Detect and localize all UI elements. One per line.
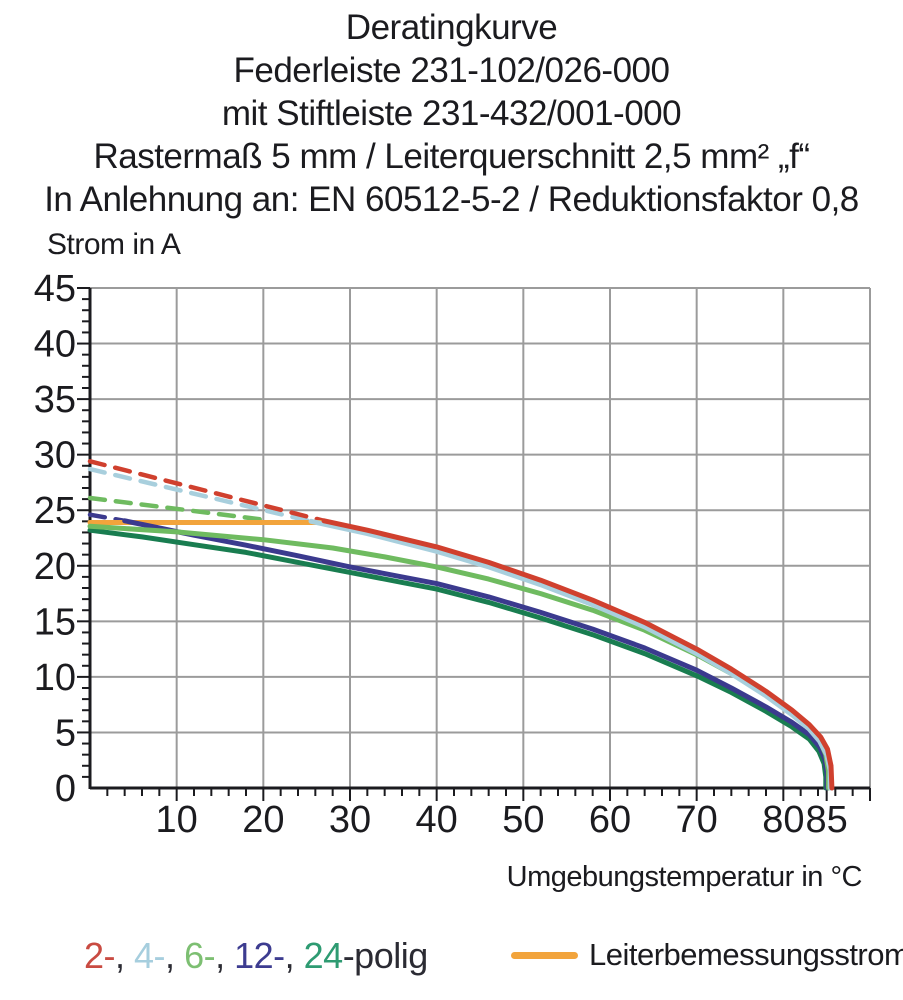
solid-curves [87,518,835,791]
svg-text:85: 85 [806,799,848,841]
dashed-curves [87,459,327,524]
svg-text:40: 40 [416,799,458,841]
svg-text:70: 70 [676,799,718,841]
svg-text:20: 20 [34,546,76,588]
svg-text:45: 45 [34,268,76,310]
chart-title-block: Deratingkurve Federleiste 231-102/026-00… [0,6,903,221]
title-line-5: In Anlehnung an: EN 60512-5-2 / Reduktio… [44,180,859,219]
curve-24-polig [87,527,829,791]
curve-2-polig [321,518,835,791]
legend-pole-segment: -polig [342,935,429,976]
title-line-4: Rastermaß 5 mm / Leiterquerschnitt 2,5 m… [93,137,810,176]
svg-text:50: 50 [502,799,544,841]
y-axis-title: Strom in A [47,228,181,261]
svg-text:10: 10 [34,657,76,699]
legend-pole-segment: 6- [184,935,216,976]
legend-pole-segment: , [215,935,235,976]
svg-text:25: 25 [34,490,76,532]
svg-text:60: 60 [589,799,631,841]
curve-dashed-4-polig [87,466,314,524]
x-axis-title: Umgebungstemperatur in °C [506,861,863,893]
rated-current-swatch [511,952,578,959]
curve-4-polig [308,518,833,791]
x-tick-labels: 10 20 30 40 50 60 70 80 85 [156,799,848,841]
curve-dashed-2-polig [87,459,327,524]
curve-dashed-6-polig [87,495,266,522]
rated-current-label: Leiterbemessungsstrom [589,937,903,972]
axes [88,288,870,790]
curve-12-polig [122,518,830,791]
legend-pole-segment: 12- [234,935,285,976]
legend-pole-segment: 2- [84,935,116,976]
title-line-3: mit Stiftleiste 231-432/001-000 [221,94,682,133]
svg-text:30: 30 [329,799,371,841]
pole-legend: 2-, 4-, 6-, 12-, 24-polig [84,935,428,977]
svg-text:40: 40 [34,324,76,366]
legend-pole-segment: 4- [134,935,166,976]
svg-text:35: 35 [34,379,76,421]
legend-pole-segment: , [165,935,185,976]
y-tick-labels: 0 5 10 15 20 25 30 35 40 45 [34,268,76,810]
axis-ticks [77,287,871,801]
title-line-1: Deratingkurve [345,8,558,47]
curve-dashed-12-polig [87,512,127,524]
svg-text:20: 20 [242,799,284,841]
svg-text:80: 80 [762,799,804,841]
svg-text:10: 10 [156,799,198,841]
legend-pole-segment: , [115,935,135,976]
legend-pole-segment: 24 [303,935,344,976]
svg-text:30: 30 [34,435,76,477]
svg-text:15: 15 [34,601,76,643]
svg-text:5: 5 [55,712,76,754]
svg-text:0: 0 [55,768,76,810]
title-line-2: Federleiste 231-102/026-000 [233,51,670,90]
legend-pole-segment: , [284,935,304,976]
